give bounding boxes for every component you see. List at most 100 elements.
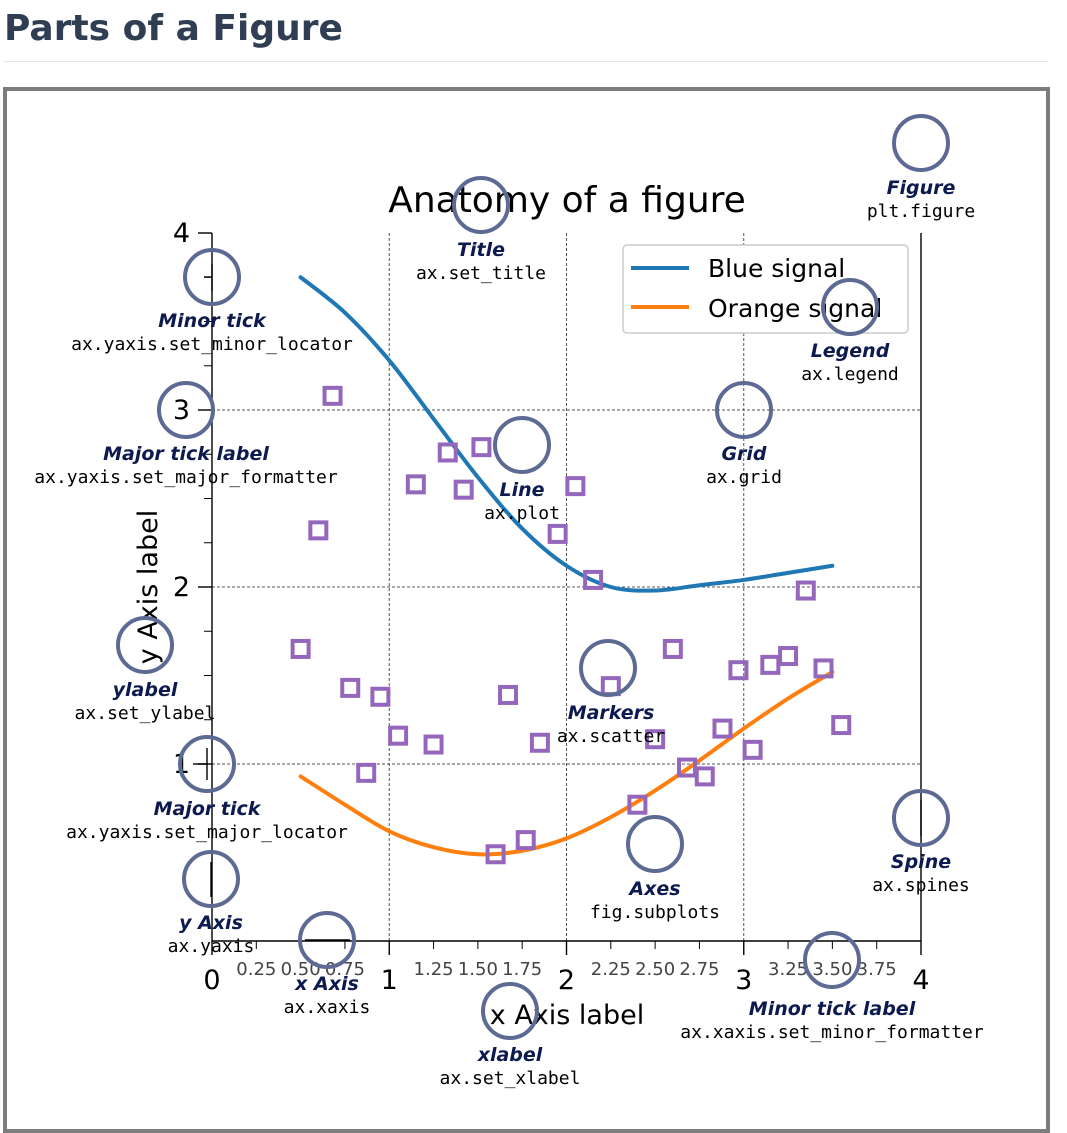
x-minor-tick-label: 2.75 — [679, 959, 719, 980]
annotation-label: Title — [457, 239, 505, 261]
annotation-circle — [157, 381, 215, 439]
annotation-circle — [183, 248, 241, 306]
annotation-circle — [892, 789, 950, 847]
annotation-label: xlabel — [477, 1044, 543, 1066]
annotation-circle — [626, 815, 684, 873]
annotation-label: x Axis — [294, 973, 359, 995]
marker-point — [795, 580, 816, 601]
series-layer — [290, 275, 852, 865]
marker-point — [694, 766, 715, 787]
annotation-code: ax.xaxis.set_minor_formatter — [680, 1022, 984, 1043]
marker-point — [760, 654, 781, 675]
x-major-tick-label: 0 — [203, 965, 220, 996]
annotation-label: y Axis — [179, 912, 243, 934]
annotation-label: Markers — [568, 702, 655, 724]
x-major-tick-label: 2 — [558, 965, 575, 996]
marker-point — [742, 739, 763, 760]
marker-point — [388, 725, 409, 746]
annotation-code: ax.plot — [484, 503, 560, 524]
marker-point — [322, 385, 343, 406]
annotation-label: Grid — [721, 443, 766, 465]
annotation-code: ax.spines — [872, 875, 970, 896]
marker-point — [340, 677, 361, 698]
ticks-layer: 0 1 2 3 40.25 0.50 0.75 1.25 1.50 1.75 2.25 2.50 2.7… — [173, 218, 930, 996]
marker-point — [515, 830, 536, 851]
annotation-label: ylabel — [113, 679, 178, 701]
annotation-code: fig.subplots — [590, 902, 720, 923]
marker-point — [308, 520, 329, 541]
annotation-circle — [821, 278, 879, 336]
x-minor-tick-label: 1.50 — [458, 959, 498, 980]
marker-point — [627, 794, 648, 815]
y-axis-label: y Axis label — [133, 510, 164, 664]
marker-point — [728, 660, 749, 681]
annotation-code: ax.set_ylabel — [75, 703, 216, 724]
annotation-label: Axes — [627, 878, 680, 900]
annotation-label: Figure — [887, 177, 956, 199]
x-minor-tick-label: 2.25 — [591, 959, 631, 980]
annotation-circle — [116, 616, 174, 674]
marker-point — [423, 734, 444, 755]
annotation-code: ax.yaxis.set_minor_locator — [71, 334, 353, 355]
annotation-circle — [452, 176, 510, 234]
annotation-code: ax.set_title — [416, 263, 546, 284]
legend-entry-orange: Orange signal — [708, 294, 882, 323]
marker-point — [813, 658, 834, 679]
annotation-circle — [481, 982, 539, 1040]
annotation-code: ax.grid — [706, 467, 782, 488]
x-major-tick-label: 4 — [912, 965, 929, 996]
marker-point — [437, 442, 458, 463]
annotation-circle — [493, 416, 551, 474]
y-major-tick-label: 2 — [173, 572, 190, 603]
marker-point — [370, 686, 391, 707]
x-axis-label: x Axis label — [490, 1000, 644, 1031]
series-line-orange — [298, 669, 835, 857]
marker-point — [583, 569, 604, 590]
annotation-label: Minor tick — [158, 310, 267, 332]
annotation-circle — [803, 931, 861, 989]
annotation-code: ax.yaxis.set_major_locator — [66, 822, 348, 843]
annotation-major-tick-label: Major tick labelax.yaxis.set_major_forma… — [34, 381, 338, 488]
x-minor-tick-label: 3.75 — [857, 959, 897, 980]
grid-lines — [212, 233, 921, 941]
annotation-minor-tick-label: Minor tick labelax.xaxis.set_minor_forma… — [680, 931, 984, 1043]
x-minor-tick-label: 3.25 — [768, 959, 808, 980]
annotation-code: ax.yaxis.set_major_formatter — [34, 467, 338, 488]
marker-point — [662, 638, 683, 659]
x-major-tick-label: 3 — [735, 965, 752, 996]
marker-point — [405, 474, 426, 495]
legend-entry-blue: Blue signal — [708, 254, 845, 283]
x-minor-tick-label: 3.50 — [812, 959, 852, 980]
annotation-code: ax.legend — [801, 364, 899, 385]
annotation-label: Major tick — [154, 798, 262, 820]
chart-title: Anatomy of a figure — [388, 180, 746, 221]
legend-box — [622, 244, 909, 334]
annotation-circle — [298, 911, 356, 969]
y-major-tick-label: 3 — [173, 395, 190, 426]
marker-point — [645, 729, 666, 750]
marker-point — [712, 718, 733, 739]
annotation-code: ax.yaxis — [168, 936, 255, 957]
x-minor-tick-label: 0.50 — [281, 959, 321, 980]
annotation-label: Major tick label — [103, 443, 269, 465]
x-minor-tick-label: 1.75 — [502, 959, 542, 980]
marker-point — [498, 684, 519, 705]
legend: Blue signal Orange signal — [622, 244, 909, 334]
annotation-circle — [715, 381, 773, 439]
